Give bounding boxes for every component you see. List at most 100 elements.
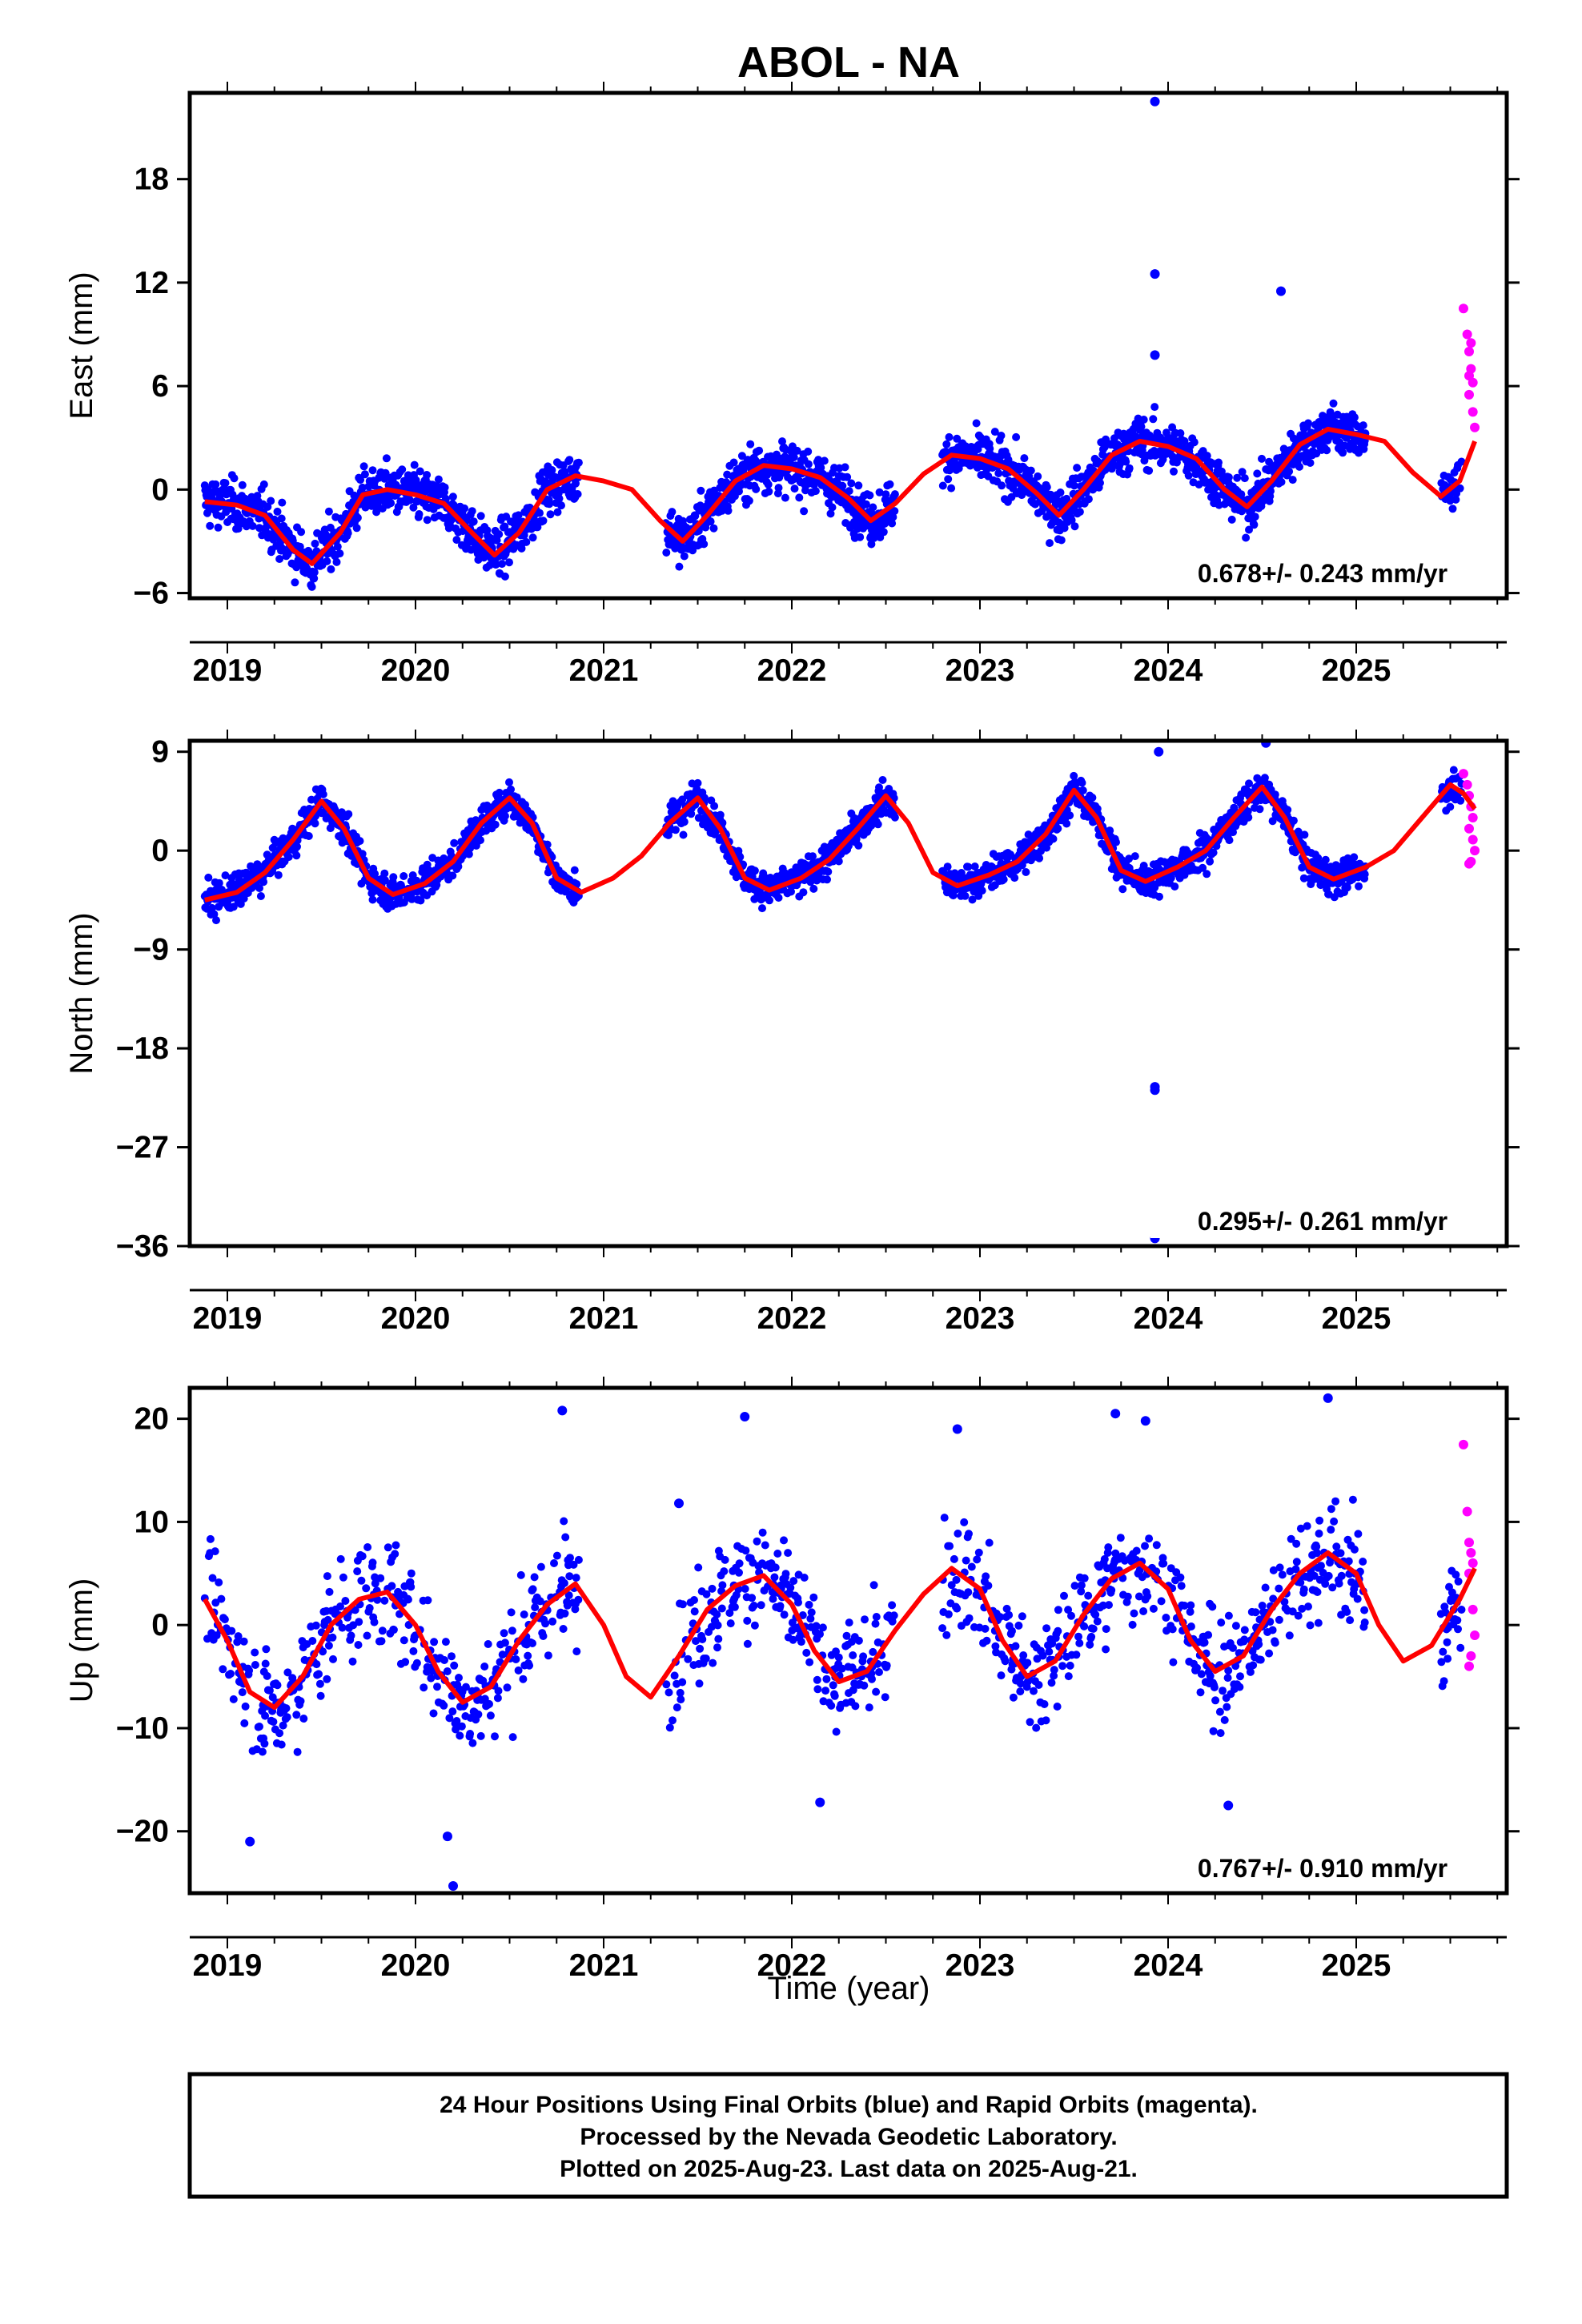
data-point-final	[790, 485, 799, 493]
data-point-final	[1176, 429, 1185, 437]
data-point-final	[409, 503, 418, 512]
data-point-final	[382, 454, 391, 463]
x-tick-label: 2025	[1322, 653, 1391, 688]
data-point-final	[539, 517, 548, 525]
data-point-final	[354, 1641, 363, 1649]
data-point-final	[981, 1624, 990, 1633]
data-point-final	[964, 862, 973, 871]
data-point-final	[1170, 883, 1179, 891]
data-point-final	[865, 1703, 873, 1712]
panel-frame	[187, 90, 1509, 601]
data-point-final	[854, 1636, 863, 1645]
data-point-final	[793, 446, 801, 455]
data-point-final	[781, 493, 789, 502]
data-point-final	[359, 462, 368, 471]
data-point-final	[938, 481, 947, 490]
data-point-final	[464, 850, 473, 858]
data-point-final	[307, 582, 316, 591]
data-point-final	[1149, 415, 1158, 424]
data-point-final	[741, 1546, 750, 1555]
data-point-final	[221, 871, 230, 880]
data-point-final	[297, 528, 306, 537]
data-point-final	[713, 1621, 722, 1630]
data-point-final	[998, 481, 1006, 490]
data-point-rapid	[1470, 846, 1480, 856]
data-point-final	[273, 507, 282, 516]
data-point-final	[452, 1717, 461, 1725]
data-point-final	[251, 1648, 259, 1657]
data-point-final	[343, 529, 352, 537]
data-point-final	[758, 904, 766, 913]
data-point-final	[1110, 434, 1118, 443]
data-point-final	[552, 1551, 561, 1560]
data-point-final	[1343, 883, 1351, 892]
data-point-rapid	[1464, 371, 1474, 381]
data-point-final	[945, 432, 954, 441]
data-point-final	[423, 471, 432, 479]
data-point-final	[943, 862, 952, 871]
data-point-final	[718, 1581, 727, 1590]
data-point-final	[1109, 460, 1118, 468]
data-point-final	[240, 1719, 249, 1727]
data-point-final	[450, 1661, 459, 1670]
data-point-final	[832, 1727, 841, 1736]
data-point-final	[801, 486, 809, 495]
data-point-final	[378, 1626, 387, 1635]
data-point-final	[1145, 466, 1154, 475]
data-point-final	[440, 1701, 448, 1710]
data-point-final	[486, 1711, 495, 1720]
data-point-final	[363, 1543, 372, 1551]
data-point-final	[724, 506, 733, 515]
data-point-final	[387, 499, 396, 508]
data-point-final	[228, 490, 237, 499]
data-point-final	[985, 1538, 994, 1547]
data-point-final	[574, 1555, 583, 1564]
data-point-final	[238, 480, 247, 489]
data-point-final	[1277, 477, 1286, 486]
data-point-final	[695, 1679, 704, 1688]
data-point-final	[865, 491, 874, 500]
data-point-final	[823, 875, 831, 884]
data-point-final	[965, 1530, 973, 1538]
data-point-final	[678, 1600, 687, 1609]
data-point-final	[448, 493, 457, 501]
data-point-final	[824, 867, 833, 876]
data-point-final	[319, 1647, 327, 1656]
data-point-final	[528, 1639, 536, 1647]
data-point-final	[1329, 399, 1338, 408]
data-point-final	[480, 1663, 489, 1671]
data-point-final	[1245, 779, 1253, 788]
data-point-final	[1070, 771, 1078, 780]
data-point-final	[1010, 874, 1019, 883]
data-point-final	[234, 1632, 243, 1641]
data-point-final	[460, 504, 469, 513]
data-point-final	[662, 549, 671, 557]
data-point-final	[881, 490, 890, 499]
data-point-final	[352, 524, 361, 533]
data-point-final	[365, 1604, 374, 1612]
data-point-final	[528, 1585, 537, 1594]
data-point-final	[1306, 459, 1315, 467]
data-point-final	[514, 511, 523, 520]
data-point-final	[954, 1530, 962, 1538]
data-point-final	[279, 1721, 287, 1730]
data-point-final	[476, 512, 485, 521]
data-point-final	[1452, 495, 1460, 504]
plot-area	[200, 96, 1480, 591]
data-point-final	[208, 1574, 217, 1582]
data-point-final	[1243, 807, 1252, 816]
data-point-final	[713, 1643, 721, 1652]
data-point-outlier	[1276, 286, 1286, 296]
data-point-final	[1300, 830, 1309, 839]
data-point-final	[227, 1670, 235, 1678]
data-point-final	[750, 866, 759, 875]
data-point-final	[789, 1577, 798, 1586]
data-point-final	[424, 1596, 432, 1605]
data-point-final	[408, 895, 416, 903]
data-point-final	[357, 1576, 366, 1585]
data-point-final	[1233, 473, 1242, 482]
data-point-final	[970, 862, 979, 870]
data-point-final	[312, 1660, 321, 1669]
data-point-final	[780, 1536, 788, 1545]
data-point-final	[335, 549, 344, 558]
